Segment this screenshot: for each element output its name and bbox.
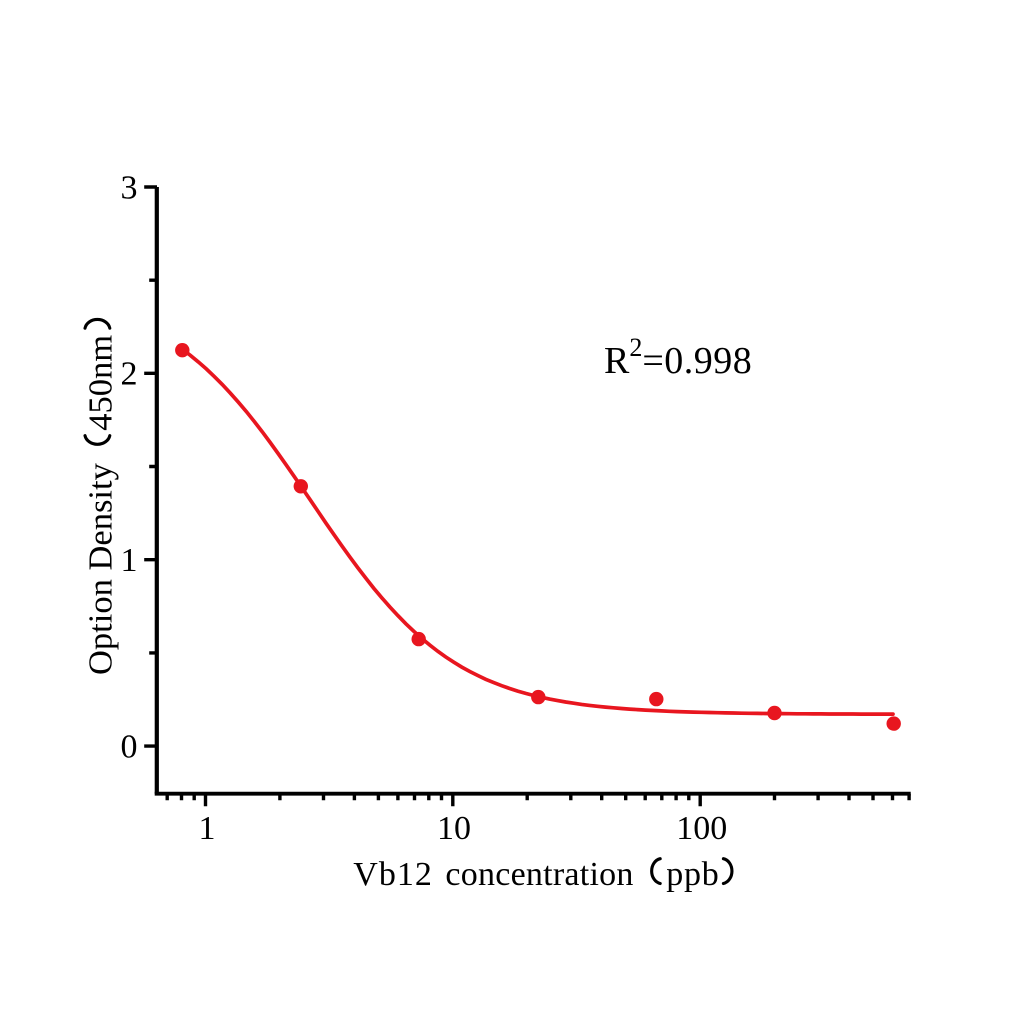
svg-text:100: 100	[676, 810, 727, 847]
svg-text:0: 0	[121, 728, 138, 765]
svg-text:450nm: 450nm	[82, 334, 120, 430]
svg-text:10: 10	[437, 810, 471, 847]
svg-text:Vb12: Vb12	[353, 856, 433, 893]
svg-text:Option Density: Option Density	[82, 463, 120, 675]
svg-text:1: 1	[121, 542, 138, 579]
svg-text:ppb: ppb	[666, 856, 719, 893]
svg-text:1: 1	[199, 810, 216, 847]
svg-text:concentration: concentration	[445, 856, 633, 893]
svg-text:3: 3	[121, 169, 138, 206]
svg-text:R2=0.998: R2=0.998	[604, 333, 752, 382]
svg-text:2: 2	[121, 356, 138, 393]
